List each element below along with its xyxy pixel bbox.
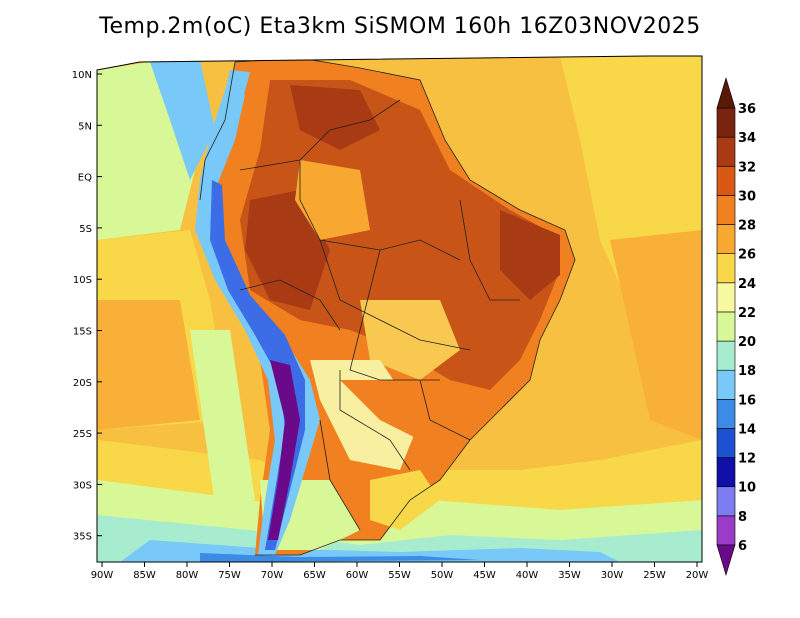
lon-tick-label: 65W — [303, 570, 326, 581]
lon-tick-label: 45W — [473, 570, 496, 581]
colorbar-over-triangle — [716, 76, 736, 109]
colorbar-band — [716, 107, 736, 138]
lat-tick-label: EQ — [78, 173, 92, 184]
lat-tick-label: 35S — [73, 532, 92, 543]
lat-tick-label: 10N — [72, 70, 92, 81]
colorbar-label: 10 — [738, 481, 756, 496]
land-warm-south — [340, 380, 480, 440]
lat-tick-label: 10S — [73, 275, 92, 286]
colorbar-band — [716, 136, 736, 167]
colorbar-label: 6 — [738, 539, 747, 554]
land-mild-central — [360, 300, 460, 380]
latitude-axis: 10N 5N EQ 5S 10S 15S 20S 25S 30S 35S — [72, 70, 102, 543]
colorbar-label: 26 — [738, 248, 756, 263]
colorbar-label: 22 — [738, 306, 756, 321]
ocean-colder-region-south — [200, 553, 480, 562]
land-very-hot-northeast — [500, 210, 560, 300]
temperature-field — [96, 55, 703, 563]
colorbar-label: 30 — [738, 189, 756, 204]
lon-tick-label: 25W — [643, 570, 666, 581]
colorbar-band — [716, 224, 736, 254]
colorbar-band — [716, 515, 736, 546]
colorbar-band — [716, 165, 736, 196]
lon-tick-label: 75W — [218, 570, 241, 581]
colorbar: 6 8 10 12 14 16 18 20 22 24 26 28 30 32 34 36 — [716, 76, 756, 577]
lat-tick-label: 5N — [78, 121, 92, 132]
map-frame — [96, 55, 703, 563]
andes-very-cold-strip — [268, 360, 300, 540]
lon-tick-label: 90W — [91, 570, 114, 581]
colorbar-band — [716, 195, 736, 225]
lon-tick-label: 30W — [601, 570, 624, 581]
colorbar-band — [716, 457, 736, 488]
ocean-coastal-cool-west — [190, 330, 255, 505]
lon-tick-label: 35W — [558, 570, 581, 581]
colorbar-label: 8 — [738, 510, 747, 525]
lat-tick-label: 15S — [73, 327, 92, 338]
lon-tick-label: 85W — [133, 570, 156, 581]
colorbar-band — [716, 311, 736, 342]
country-borders — [199, 57, 576, 556]
colorbar-band — [716, 369, 736, 400]
lat-tick-label: 30S — [73, 480, 92, 491]
ocean-warm-region-west — [97, 300, 200, 430]
colorbar-label: 28 — [738, 219, 756, 234]
colorbar-label: 18 — [738, 364, 756, 379]
colorbar-label: 36 — [738, 102, 756, 117]
lat-tick-label: 25S — [73, 429, 92, 440]
colorbar-label: 34 — [738, 131, 756, 146]
lon-tick-label: 40W — [516, 570, 539, 581]
lon-tick-label: 80W — [176, 570, 199, 581]
colorbar-band — [716, 399, 736, 429]
colorbar-label: 24 — [738, 277, 756, 292]
land-very-hot-north — [290, 85, 380, 150]
lat-tick-label: 5S — [79, 224, 92, 235]
lon-tick-label: 20W — [686, 570, 709, 581]
colorbar-label: 32 — [738, 160, 756, 175]
land-cool-uruguay — [370, 470, 440, 530]
lon-tick-label: 60W — [346, 570, 369, 581]
colorbar-band — [716, 428, 736, 458]
longitude-axis: 90W 85W 80W 75W 70W 65W 60W 55W 50W 45W 40W 35W 30W 2… — [91, 562, 709, 581]
lon-tick-label: 50W — [431, 570, 454, 581]
ocean-warm-region-east — [610, 230, 702, 440]
colorbar-label: 20 — [738, 335, 756, 350]
land-hot-interior — [240, 80, 560, 390]
map-title: Temp.2m(oC) Eta3km SiSMOM 160h 16Z03NOV2… — [99, 14, 701, 39]
lat-tick-label: 20S — [73, 378, 92, 389]
ocean-cold-region-west — [150, 60, 215, 180]
colorbar-label: 16 — [738, 393, 756, 408]
colorbar-band — [716, 253, 736, 284]
lon-tick-label: 70W — [261, 570, 284, 581]
land-mild-amazon — [295, 160, 370, 240]
andes-north-cold — [218, 70, 250, 150]
colorbar-band — [716, 282, 736, 313]
colorbar-label: 12 — [738, 452, 756, 467]
colorbar-band — [716, 340, 736, 371]
colorbar-label: 14 — [738, 422, 756, 437]
lon-tick-label: 55W — [388, 570, 411, 581]
colorbar-under-triangle — [716, 544, 736, 577]
colorbar-band — [716, 486, 736, 517]
